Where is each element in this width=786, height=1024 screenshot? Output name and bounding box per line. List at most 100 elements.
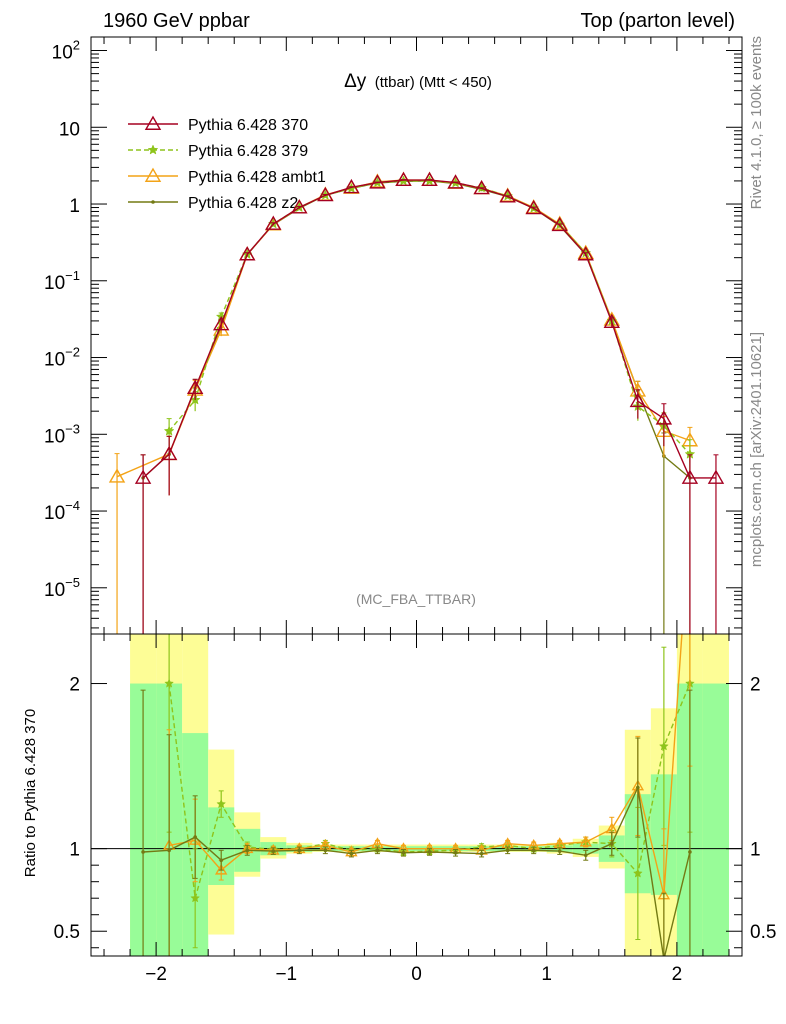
- ratio-point-z2: [167, 848, 171, 853]
- ratio-y-tick-label-right: 0.5: [750, 922, 776, 943]
- ratio-point-z2: [505, 848, 510, 853]
- data-point-p370: [681, 469, 699, 484]
- data-point-p370: [186, 379, 204, 395]
- ratio-point-z2: [583, 853, 588, 858]
- legend-label: Pythia 6.428 379: [188, 143, 308, 160]
- data-point-p370: [499, 188, 516, 203]
- data-point-p370: [707, 469, 725, 484]
- ratio-y-tick-label-right: 2: [750, 675, 761, 696]
- data-point-ambt1: [108, 468, 126, 483]
- legend-marker: [144, 115, 162, 130]
- data-point-p370: [447, 174, 464, 189]
- legend-item-p379: Pythia 6.428 379: [128, 143, 308, 160]
- data-point-p370: [629, 392, 647, 408]
- y-tick-label-exp: −5: [65, 575, 80, 590]
- ratio-point-z2: [531, 848, 536, 853]
- series-line-p370: [142, 179, 716, 479]
- x-tick-label: −2: [145, 964, 167, 985]
- side-text-rivet: Rivet 4.1.0, ≥ 100k events: [748, 36, 765, 209]
- x-tick-label: −1: [275, 964, 297, 985]
- ratio-point-z2: [245, 848, 250, 853]
- data-point-p370: [317, 186, 334, 202]
- data-point-p370: [343, 178, 360, 194]
- ratio-point-z2: [401, 850, 406, 855]
- ratio-point-p379: [164, 678, 175, 688]
- ratio-point-z2: [271, 849, 276, 853]
- ratio-y-tick-label-left: 1: [69, 840, 80, 861]
- ratio-point-z2: [479, 851, 484, 856]
- y-tick-label-base: 10: [44, 503, 65, 524]
- ratio-point-ambt1: [214, 863, 228, 875]
- ratio-point-z2: [297, 848, 302, 853]
- legend: Pythia 6.428 370 Pythia 6.428 379 Pythia 6…: [128, 115, 326, 212]
- ratio-point-p379: [632, 868, 643, 878]
- ratio-point-ambt1: [579, 835, 592, 847]
- ratio-band-green: [702, 683, 729, 956]
- x-tick-label: 0: [411, 964, 422, 985]
- side-text-mcplots: mcplots.cern.ch [arXiv:2401.10621]: [748, 332, 765, 567]
- x-tick-label: 1: [541, 964, 552, 985]
- data-point-p370: [160, 445, 178, 461]
- series-z2: [140, 179, 693, 634]
- ratio-point-z2: [610, 841, 614, 846]
- legend-label: Pythia 6.428 z2: [188, 195, 298, 212]
- ratio-y-axis-label: Ratio to Pythia 6.428 370: [22, 709, 39, 877]
- legend-marker: [147, 144, 159, 155]
- data-point-p370: [525, 199, 542, 215]
- header-left-title: 1960 GeV ppbar: [103, 10, 250, 32]
- main-series-group: [108, 171, 725, 634]
- ratio-point-z2: [323, 848, 328, 853]
- ratio-point-z2: [688, 850, 692, 854]
- main-axis-ticks: [91, 37, 742, 634]
- ratio-point-z2: [375, 848, 380, 853]
- ratio-point-z2: [427, 850, 432, 854]
- y-tick-label-exp: 2: [73, 38, 80, 53]
- ratio-series-z2: [140, 689, 693, 962]
- legend-item-ambt1: Pythia 6.428 ambt1: [128, 167, 326, 186]
- data-point-p370: [421, 171, 438, 187]
- analysis-id: (MC_FBA_TTBAR): [356, 591, 476, 607]
- legend-label: Pythia 6.428 ambt1: [188, 169, 326, 186]
- data-point-p379: [163, 425, 175, 436]
- plot-title: Δy (ttbar) (Mtt < 450): [344, 71, 492, 92]
- plot-title-main: Δy: [344, 71, 367, 92]
- x-tick-labels: −2 −1 0 1 2: [145, 964, 682, 985]
- plot-title-sub: (ttbar) (Mtt < 450): [375, 74, 492, 91]
- data-point-p370: [239, 246, 256, 261]
- ratio-point-z2: [349, 851, 354, 856]
- ratio-point-p379: [216, 798, 227, 809]
- legend-item-p370: Pythia 6.428 370: [128, 115, 308, 134]
- data-point-p370: [473, 179, 490, 195]
- ratio-point-p379: [190, 893, 201, 903]
- data-point-p370: [551, 216, 568, 232]
- data-point-p370: [212, 316, 230, 331]
- y-tick-label-exp: −2: [65, 345, 80, 360]
- y-tick-label-base: 10: [59, 119, 80, 140]
- y-tick-label-base: 10: [44, 350, 65, 371]
- ratio-y-tick-label-left: 2: [69, 675, 80, 696]
- data-point-p370: [655, 410, 673, 425]
- y-tick-label-base: 10: [44, 580, 65, 601]
- data-point-p370: [577, 246, 594, 261]
- legend-label: Pythia 6.428 370: [188, 117, 308, 134]
- y-tick-label-exp: −4: [65, 498, 80, 513]
- data-point-p370: [395, 171, 412, 187]
- y-tick-label: 10−2: [44, 345, 80, 371]
- y-tick-label-base: 10: [52, 43, 73, 64]
- data-point-p370: [369, 174, 386, 189]
- ratio-point-z2: [193, 835, 197, 839]
- data-point-p370: [603, 313, 621, 328]
- y-tick-label-base: 10: [44, 273, 65, 294]
- y-tick-label: 1: [69, 196, 80, 217]
- ratio-line-z2: [143, 785, 691, 956]
- data-point-p370: [291, 199, 308, 214]
- ratio-point-z2: [662, 958, 666, 962]
- ratio-axis-ticks: [91, 634, 742, 956]
- ratio-y-tick-label-right: 1: [750, 840, 761, 861]
- ratio-point-z2: [219, 858, 223, 863]
- ratio-point-z2: [557, 849, 562, 853]
- legend-marker: [151, 200, 155, 204]
- series-p370: [134, 171, 725, 634]
